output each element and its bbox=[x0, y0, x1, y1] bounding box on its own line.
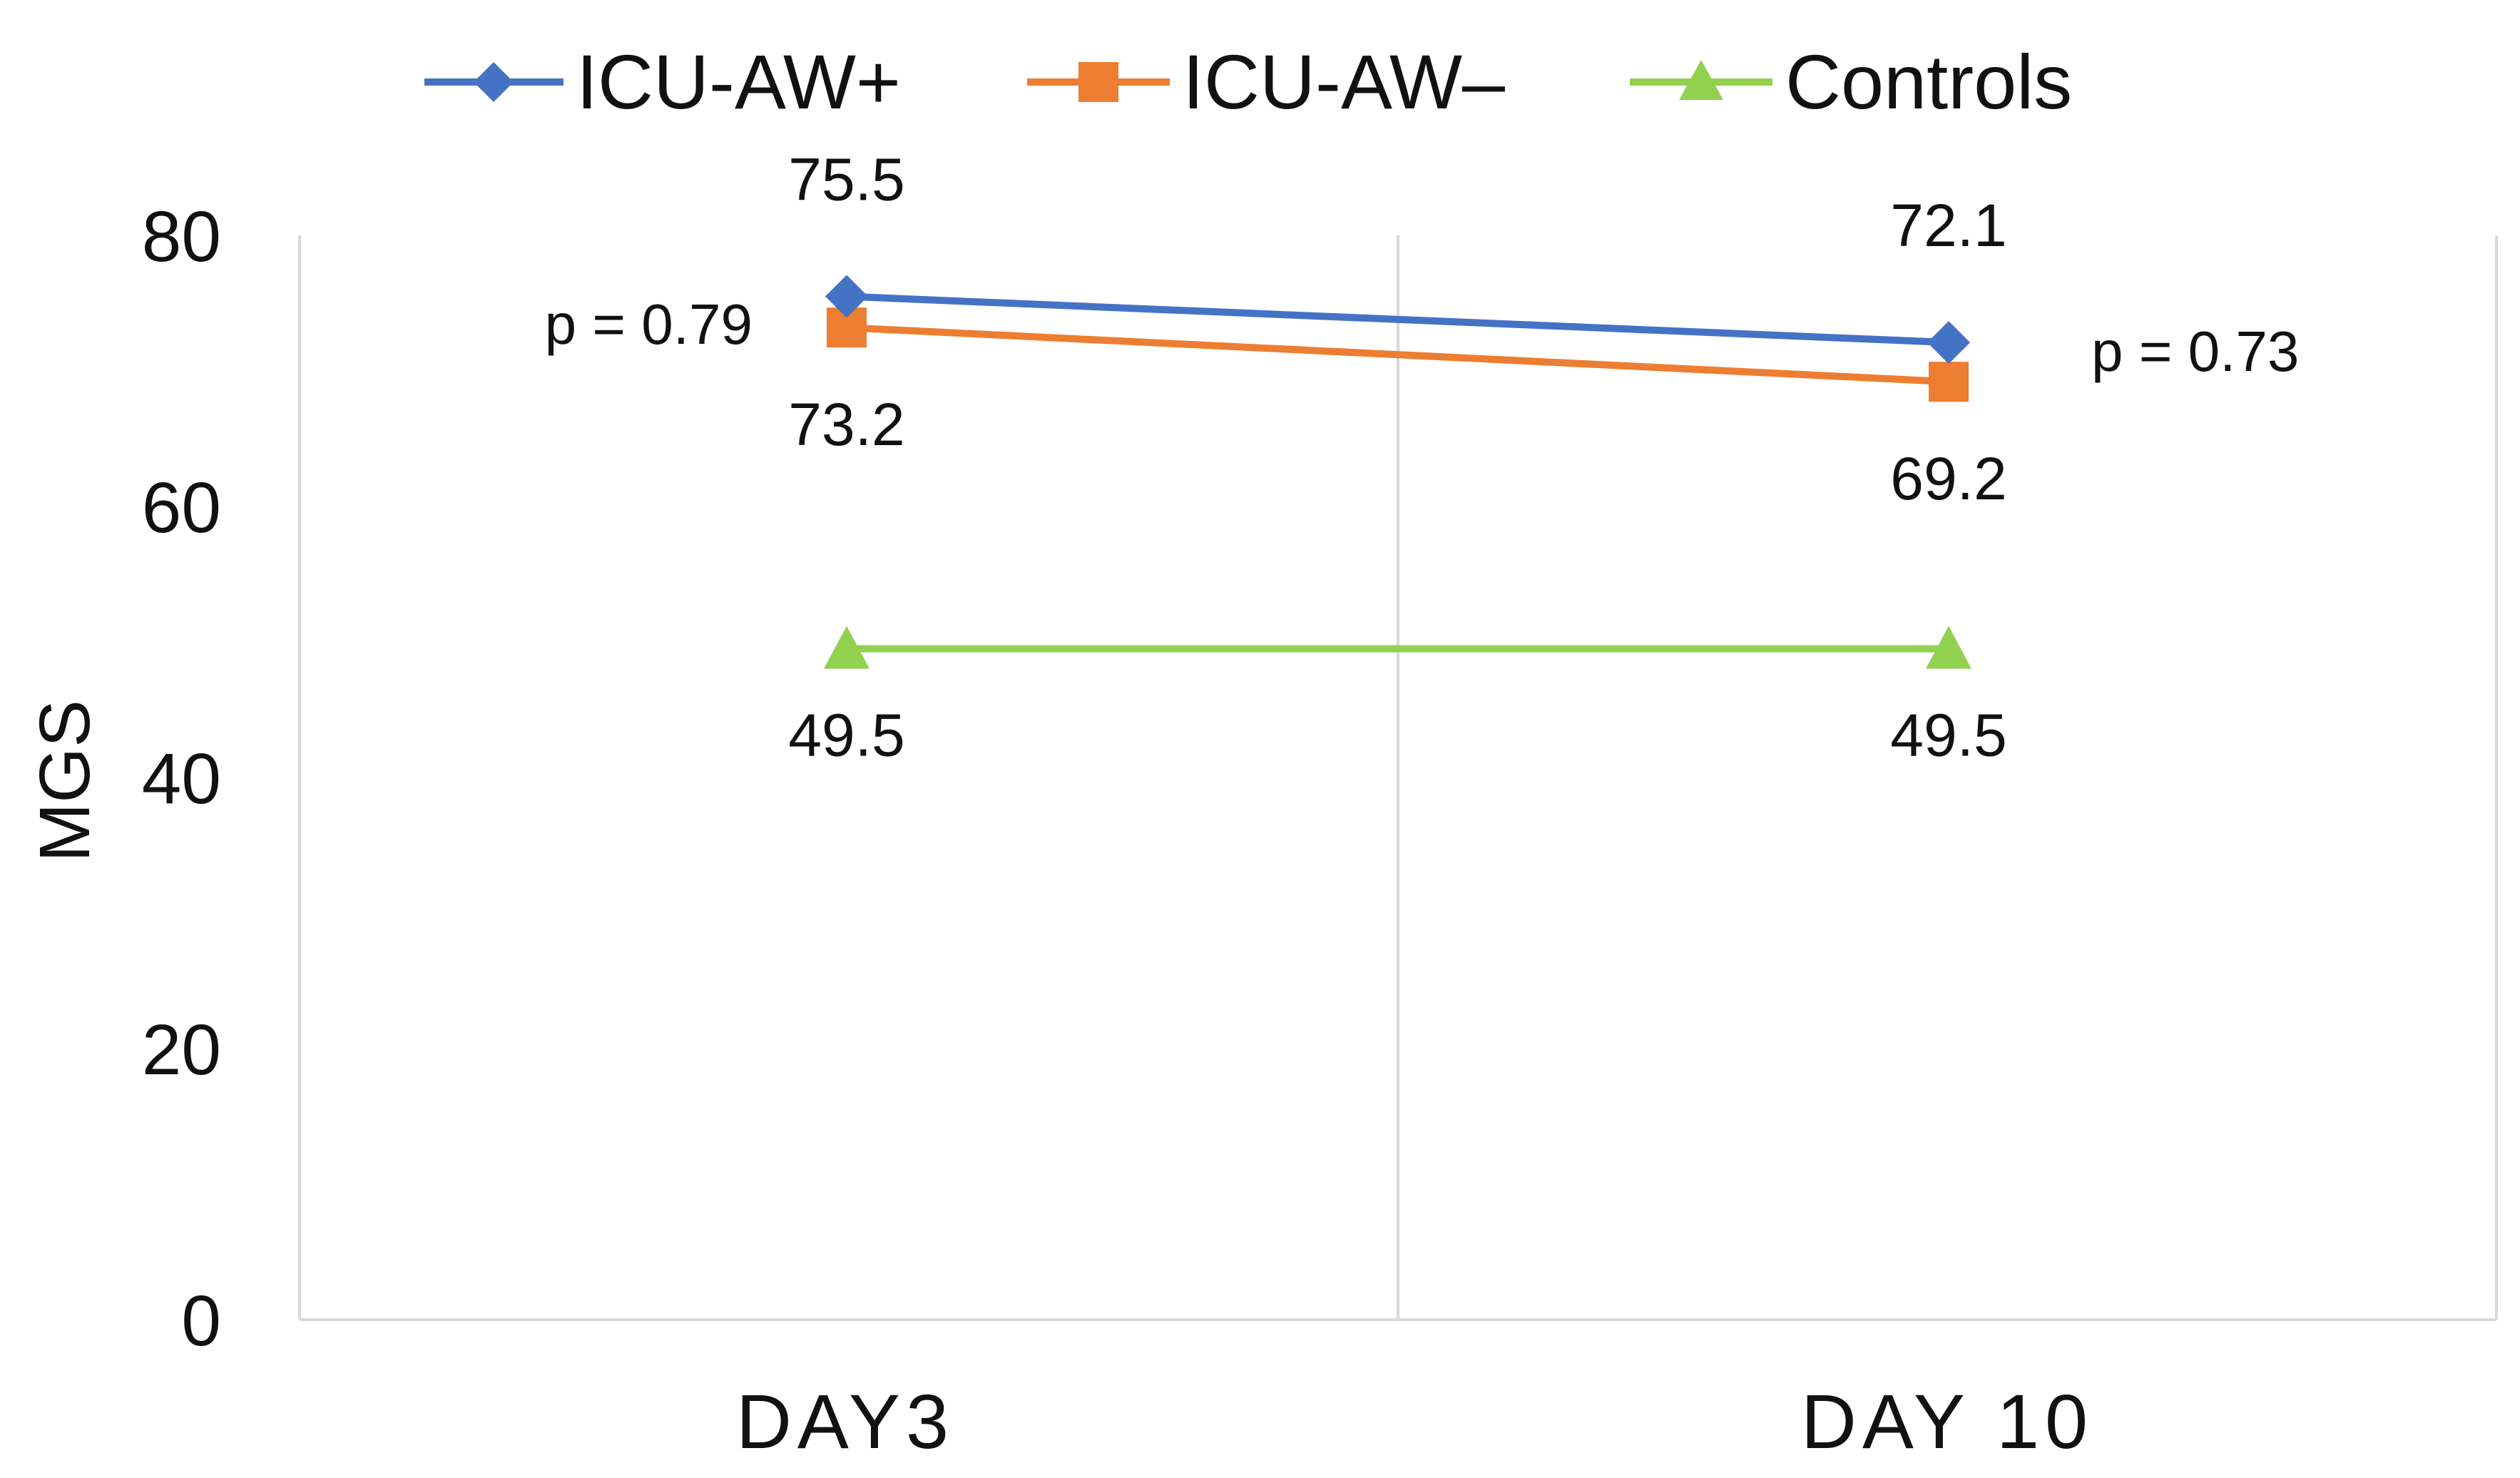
data-label: 72.1 bbox=[1890, 192, 2007, 259]
legend-label-controls: Controls bbox=[1785, 39, 2072, 125]
x-tick-label: DAY3 bbox=[736, 1378, 954, 1464]
y-tick-label: 0 bbox=[181, 1281, 221, 1361]
data-label: 49.5 bbox=[1890, 702, 2007, 769]
data-label: 75.5 bbox=[788, 146, 905, 213]
data-label: 49.5 bbox=[788, 702, 905, 769]
series-line-icu-aw-plus bbox=[846, 292, 1949, 347]
legend-diamond-icon bbox=[474, 62, 514, 102]
y-tick-label: 20 bbox=[142, 1010, 221, 1090]
legend-label-icu-aw-minus: ICU-AW– bbox=[1183, 39, 1506, 125]
p-value-day3: p = 0.79 bbox=[545, 292, 753, 356]
data-point-diamond bbox=[1927, 321, 1970, 365]
y-tick-label: 40 bbox=[142, 739, 221, 819]
data-point-diamond bbox=[825, 275, 868, 318]
legend-square-icon bbox=[1078, 62, 1118, 102]
data-label: 69.2 bbox=[1890, 445, 2007, 512]
data-point-triangle bbox=[1926, 626, 1971, 669]
legend: ICU-AW+ ICU-AW– Controls bbox=[424, 39, 2072, 125]
p-value-day10: p = 0.73 bbox=[2091, 320, 2299, 383]
data-label: 73.2 bbox=[788, 391, 905, 458]
y-axis-title: MGS bbox=[25, 700, 105, 862]
series-line-icu-aw-minus bbox=[846, 324, 1949, 386]
legend-label-icu-aw-plus: ICU-AW+ bbox=[576, 39, 901, 125]
y-tick-label: 60 bbox=[142, 468, 221, 548]
y-tick-label: 80 bbox=[142, 197, 221, 277]
data-point-triangle bbox=[824, 626, 869, 669]
data-point-square bbox=[1929, 362, 1969, 402]
x-tick-label: DAY 10 bbox=[1801, 1378, 2093, 1464]
legend-triangle-icon bbox=[1679, 60, 1723, 100]
